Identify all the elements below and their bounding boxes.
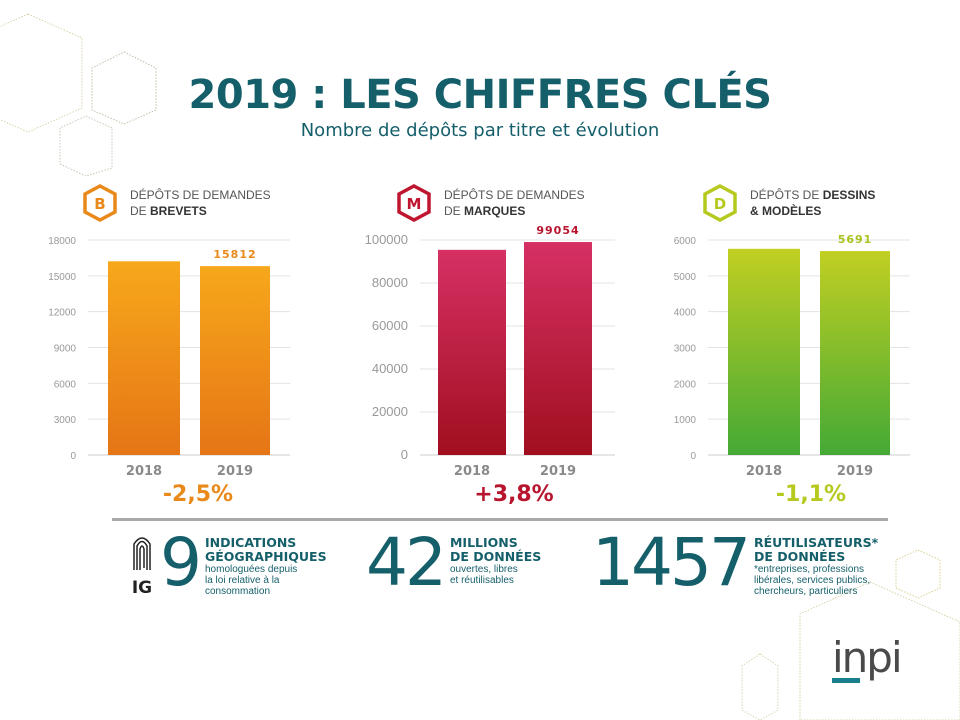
- bar-2018: [438, 249, 506, 455]
- x-tick-label: 2019: [217, 464, 253, 479]
- stat-reutilisateurs: 1457 RÉUTILISATEURS* DE DONNÉES *entrepr…: [592, 524, 879, 601]
- chart-title-bold: BREVETS: [150, 204, 207, 218]
- stat-title-line1: RÉUTILISATEURS*: [753, 535, 879, 550]
- stat-desc-line: *entreprises, professions: [753, 564, 865, 575]
- hexagon-decoration: [91, 51, 157, 125]
- bar-2019: [524, 242, 592, 455]
- section-divider: [112, 518, 888, 521]
- marques-badge-icon: M: [397, 184, 431, 222]
- y-tick-label: 5000: [674, 272, 697, 283]
- y-tick-label: 0: [70, 451, 76, 462]
- stat-number: 42: [366, 524, 447, 601]
- chart-header-marques: M DÉPÔTS DE DEMANDES DE MARQUES: [396, 184, 585, 222]
- stat-number: 9: [160, 524, 202, 601]
- y-tick-label: 100000: [365, 232, 408, 247]
- badge-letter: B: [94, 195, 105, 213]
- x-tick-label: 2018: [126, 464, 162, 479]
- y-tick-label: 18000: [48, 236, 76, 247]
- stat-desc-line: et réutilisables: [449, 575, 514, 586]
- x-tick-label: 2019: [540, 464, 576, 479]
- stat-desc-line: homologuées depuis: [205, 564, 298, 575]
- y-tick-label: 0: [401, 447, 408, 462]
- change-brevets: -2,5%: [162, 482, 234, 507]
- chart-brevets: 0 3000 6000 9000 12000 15000 18000 2018 2019 1581…: [48, 236, 290, 479]
- dessins-badge-icon: D: [703, 184, 737, 222]
- chart-title-prefix: DÉPÔTS DE: [750, 188, 823, 202]
- y-tick-label: 12000: [48, 308, 76, 319]
- inpi-logo: inpi: [832, 636, 903, 683]
- bar-2019: [200, 266, 270, 455]
- y-tick-label: 9000: [54, 344, 77, 355]
- x-tick-label: 2018: [454, 464, 490, 479]
- stat-title-line1: MILLIONS: [449, 535, 518, 550]
- chart-title-prefix: DE: [130, 204, 151, 218]
- stat-title-line2: DE DONNÉES: [753, 549, 846, 564]
- page-subtitle: Nombre de dépôts par titre et évolution: [300, 120, 660, 141]
- bar-value-label: 99054: [536, 225, 579, 237]
- y-tick-label: 1000: [674, 415, 697, 426]
- y-tick-label: 0: [690, 451, 696, 462]
- stat-title-line2: GÉOGRAPHIQUES: [205, 549, 327, 564]
- y-tick-label: 60000: [372, 318, 408, 333]
- y-tick-label: 80000: [372, 275, 408, 290]
- stat-title-line1: INDICATIONS: [205, 535, 297, 550]
- y-tick-label: 15000: [48, 272, 76, 283]
- chart-title-bold: MARQUES: [464, 204, 526, 218]
- chart-header-brevets: B DÉPÔTS DE DEMANDES DE BREVETS: [82, 184, 271, 222]
- stat-desc-line: la loi relative à la: [205, 575, 280, 586]
- change-marques: +3,8%: [474, 482, 554, 507]
- y-tick-label: 3000: [54, 415, 77, 426]
- brevets-badge-icon: B: [83, 184, 117, 222]
- stat-desc-line: ouvertes, libres: [449, 564, 518, 575]
- hexagon-decoration: [59, 115, 113, 177]
- y-tick-label: 20000: [372, 404, 408, 419]
- bar-value-label: 5691: [838, 233, 873, 246]
- y-tick-label: 6000: [674, 236, 697, 247]
- chart-title-bold: DESSINS: [822, 188, 876, 202]
- ig-label: IG: [132, 578, 152, 594]
- bar-value-label: 15812: [213, 248, 256, 261]
- chart-title-line1: DÉPÔTS DE DEMANDES: [130, 188, 271, 202]
- stat-number: 1457: [592, 524, 751, 601]
- hexagon-decoration: [799, 581, 960, 720]
- hexagon-decoration: [741, 653, 779, 720]
- chart-title-bold: & MODÈLES: [750, 204, 822, 218]
- bar-2018: [728, 248, 800, 455]
- y-tick-label: 6000: [54, 379, 77, 390]
- chart-title-prefix: DE: [444, 204, 465, 218]
- x-tick-label: 2018: [746, 464, 782, 479]
- chart-dessins: 0 1000 2000 3000 4000 5000 6000 2018 2019 5691: [674, 233, 910, 479]
- y-tick-label: 2000: [674, 379, 697, 390]
- chart-header-dessins: D DÉPÔTS DE DESSINS & MODÈLES: [702, 184, 875, 222]
- y-tick-label: 40000: [372, 361, 408, 376]
- bar-2018: [108, 261, 180, 455]
- badge-letter: M: [407, 195, 422, 213]
- x-tick-label: 2019: [837, 464, 873, 479]
- chart-title-line1: DÉPÔTS DE DEMANDES: [444, 188, 585, 202]
- stat-millions-donnees: 42 MILLIONS DE DONNÉES ouvertes, libres …: [366, 530, 541, 596]
- stat-desc-line: libérales, services publics,: [753, 575, 871, 586]
- logo-accent-bar: [832, 678, 860, 683]
- y-tick-label: 4000: [674, 308, 697, 319]
- stat-desc-line: chercheurs, particuliers: [753, 586, 858, 597]
- y-tick-label: 3000: [674, 344, 697, 355]
- page-title: 2019 : LES CHIFFRES CLÉS: [188, 72, 772, 118]
- bar-2019: [820, 251, 890, 455]
- fingerprint-ig-icon: IG: [132, 537, 152, 594]
- stat-desc-line: consommation: [205, 586, 271, 597]
- hexagon-decoration: [895, 549, 941, 599]
- stat-indications-geographiques: IG 9 INDICATIONS GÉOGRAPHIQUES homologué…: [130, 524, 327, 601]
- change-dessins: -1,1%: [775, 482, 847, 507]
- chart-marques: 0 20000 40000 60000 80000 100000 2018 2019 99054: [365, 225, 615, 479]
- badge-letter: D: [714, 195, 726, 213]
- stat-title-line2: DE DONNÉES: [449, 549, 542, 564]
- logo-text: inpi: [832, 636, 901, 682]
